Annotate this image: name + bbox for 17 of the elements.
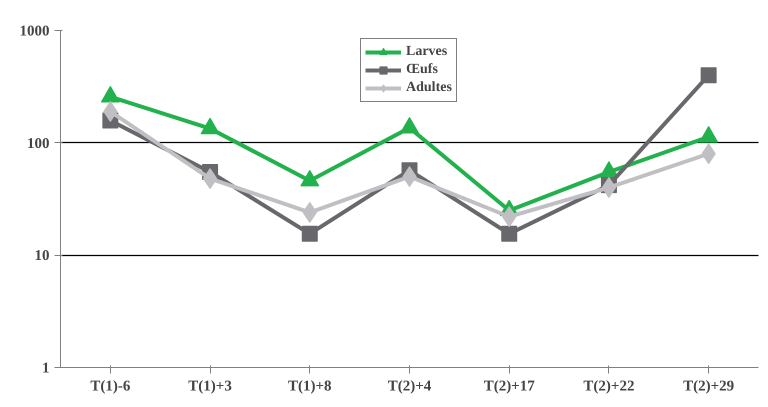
y-tick-label: 100 <box>27 136 50 152</box>
point <box>302 226 318 242</box>
legend-label: Adultes <box>406 79 452 97</box>
y-tick-label: 1000 <box>20 24 50 40</box>
x-tick-label: T(1)+3 <box>188 378 232 394</box>
x-tick-label: T(1)+8 <box>288 378 332 394</box>
y-tick-label: 1 <box>42 360 50 376</box>
point <box>501 226 518 242</box>
x-tick-label: T(2)+17 <box>484 378 536 394</box>
legend-label: Larves <box>406 43 448 61</box>
legend-label: Œufs <box>406 61 438 79</box>
x-tick-label: T(2)+29 <box>683 378 734 394</box>
x-tick-label: T(2)+4 <box>388 378 432 394</box>
point <box>700 67 717 84</box>
x-tick-label: T(1)-6 <box>90 378 131 394</box>
x-tick-label: T(2)+22 <box>583 378 634 394</box>
y-tick-label: 10 <box>34 248 50 264</box>
